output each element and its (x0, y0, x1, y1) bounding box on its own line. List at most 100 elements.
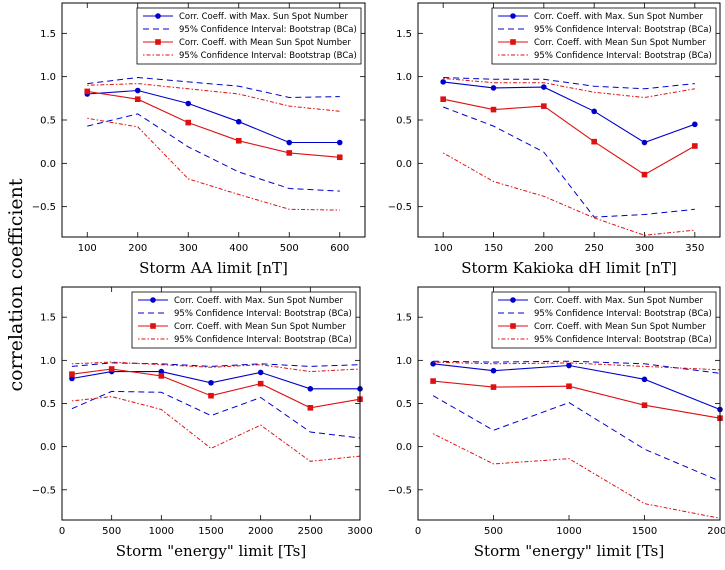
y-tick-label: −0.5 (388, 202, 412, 213)
axes-frame (61, 286, 361, 521)
x-tick-label: 200 (128, 243, 147, 254)
legend-label: 95% Confidence Interval: Bootstrap (BCa) (534, 335, 712, 345)
legend-marker (510, 39, 516, 45)
legend-label: Corr. Coeff. with Mean Sun Spot Number (174, 322, 346, 332)
x-tick-label: 200 (534, 243, 553, 254)
legend-marker (150, 297, 156, 303)
legend-marker (510, 323, 516, 329)
y-tick-label: 0.0 (40, 442, 56, 453)
series-line-max-ci-lower (432, 395, 721, 482)
data-point-mean (69, 371, 75, 377)
y-tick-label: 1.5 (40, 29, 56, 40)
data-point-max (69, 375, 75, 382)
data-point-max (591, 108, 597, 115)
legend-label: Corr. Coeff. with Max. Sun Spot Number (179, 12, 348, 22)
data-point-max (208, 379, 214, 386)
data-point-mean (257, 380, 264, 387)
x-tick-label: 1000 (556, 526, 581, 537)
x-tick-label: 1500 (198, 526, 223, 537)
x-axis-label: Storm AA limit [nT] (139, 259, 288, 277)
data-point-mean (566, 383, 572, 390)
data-point-max (641, 139, 648, 146)
series-line-max (71, 371, 360, 390)
data-point-mean (185, 119, 192, 126)
series-line-mean-ci-lower (87, 117, 340, 211)
x-tick-label: 1500 (632, 526, 657, 537)
legend-label: Corr. Coeff. with Mean Sun Spot Number (179, 38, 351, 48)
series-line-max (433, 363, 721, 411)
data-point-mean (490, 384, 497, 390)
legend-label: 95% Confidence Interval: Bootstrap (BCa) (534, 309, 712, 319)
panel-3: 0 500 1000 1500 2000 2500 3000 −0.5 0.0 0.5 1.0 1.5… (32, 286, 373, 560)
legend-label: Corr. Coeff. with Mean Sun Spot Number (534, 38, 706, 48)
data-point-max (336, 139, 343, 146)
series-line-max-ci-lower (443, 106, 695, 218)
x-tick-label: 0 (59, 526, 65, 537)
x-tick-label: 400 (229, 243, 248, 254)
axes-frame (61, 2, 366, 238)
x-tick-label: 350 (685, 243, 704, 254)
legend-label: Corr. Coeff. with Max. Sun Spot Number (174, 296, 343, 306)
y-tick-label: −0.5 (32, 485, 56, 496)
series-line-mean-ci-upper (87, 83, 340, 112)
legend-box (491, 7, 717, 65)
legend-marker (510, 13, 516, 19)
x-tick-label: 100 (78, 243, 97, 254)
series-line-max-ci-upper (433, 360, 721, 374)
series-line-mean (433, 380, 721, 419)
y-axis-label: correlation coefficient (5, 178, 27, 391)
series-line-max-ci-lower (71, 390, 361, 439)
y-tick-label: 0.0 (396, 442, 412, 453)
legend-label: 95% Confidence Interval: Bootstrap (BCa) (534, 51, 712, 61)
data-point-mean (208, 392, 214, 399)
y-tick-label: 0.5 (40, 116, 56, 127)
series-line-max-ci-upper (443, 77, 695, 90)
series-line-max-ci-lower (87, 113, 340, 192)
x-axis-label: Storm "energy" limit [Ts] (474, 542, 664, 560)
data-point-max (490, 367, 497, 374)
series-line-mean-ci-upper (71, 361, 361, 373)
data-point-mean (641, 171, 648, 178)
data-point-mean (440, 96, 446, 102)
data-point-max (257, 369, 264, 376)
data-point-max (490, 85, 497, 91)
x-tick-label: 3000 (347, 526, 372, 537)
data-point-mean (307, 405, 314, 411)
x-tick-label: 500 (484, 526, 503, 537)
series-line-mean-ci-lower (442, 152, 695, 236)
y-tick-label: 1.0 (40, 72, 56, 83)
series-line-mean (87, 90, 340, 158)
data-point-max (286, 139, 293, 146)
x-tick-label: 500 (280, 243, 299, 254)
y-tick-label: 1.0 (396, 356, 412, 367)
data-point-mean (158, 373, 165, 379)
data-point-max (566, 362, 572, 369)
data-point-mean (84, 88, 91, 95)
legend-marker (155, 13, 161, 19)
series-line-mean-ci-lower (71, 396, 361, 462)
series-line-max (87, 89, 340, 144)
legend-box (491, 291, 717, 349)
y-tick-label: 0.5 (396, 116, 412, 127)
y-tick-label: 0.5 (396, 399, 412, 410)
data-point-max (235, 118, 242, 125)
data-point-max (185, 100, 192, 107)
y-tick-label: 1.5 (396, 29, 412, 40)
legend-label: Corr. Coeff. with Mean Sun Spot Number (534, 322, 706, 332)
y-tick-label: 1.0 (396, 72, 412, 83)
x-tick-label: 600 (330, 243, 349, 254)
x-tick-label: 150 (484, 243, 503, 254)
legend-label: Corr. Coeff. with Max. Sun Spot Number (534, 12, 703, 22)
data-point-max (641, 376, 648, 383)
x-tick-label: 2000 (248, 526, 273, 537)
y-tick-label: 0.0 (40, 159, 56, 170)
x-tick-label: 300 (179, 243, 198, 254)
x-tick-label: 250 (585, 243, 604, 254)
data-point-max (692, 121, 698, 128)
panel-1: 100 200 300 400 500 600 −0.5 0.0 0.5 1.0 1.5 Corr. … (32, 2, 366, 277)
y-tick-label: −0.5 (32, 202, 56, 213)
data-point-mean (235, 138, 242, 144)
legend-marker (155, 39, 161, 45)
data-point-mean (336, 154, 343, 161)
